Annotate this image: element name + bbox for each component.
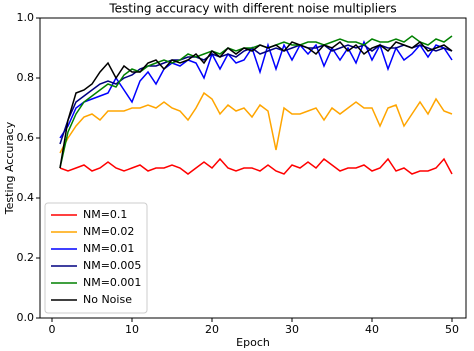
series-line <box>59 91 453 154</box>
x-tick-label: 20 <box>205 323 219 336</box>
y-tick-label: 0.6 <box>17 131 35 144</box>
x-axis-label: Epoch <box>236 336 270 349</box>
series-line <box>59 40 453 139</box>
series-line <box>59 40 453 169</box>
legend-label: NM=0.02 <box>83 225 134 238</box>
y-tick-label: 0.2 <box>17 251 35 264</box>
legend-label: NM=0.001 <box>83 276 141 289</box>
x-tick-label: 40 <box>365 323 379 336</box>
x-tick-label: 0 <box>49 323 56 336</box>
series-line <box>59 44 453 145</box>
legend-box <box>44 202 148 314</box>
legend-label: NM=0.005 <box>83 259 141 272</box>
series-line <box>59 157 453 175</box>
chart-title: Testing accuracy with different noise mu… <box>108 2 396 16</box>
y-tick-label: 0.8 <box>17 71 35 84</box>
legend-label: NM=0.01 <box>83 242 134 255</box>
y-tick-label: 0.4 <box>17 191 35 204</box>
plot-frame <box>39 17 467 319</box>
legend-label: No Noise <box>83 293 132 306</box>
y-axis-label: Testing Accuracy <box>3 121 16 215</box>
y-tick-label: 1.0 <box>17 11 35 24</box>
legend-label: NM=0.1 <box>83 208 127 221</box>
x-tick-label: 10 <box>125 323 139 336</box>
x-tick-label: 50 <box>445 323 459 336</box>
y-tick-label: 0.0 <box>17 311 35 324</box>
series-line <box>59 35 453 169</box>
x-tick-label: 30 <box>285 323 299 336</box>
